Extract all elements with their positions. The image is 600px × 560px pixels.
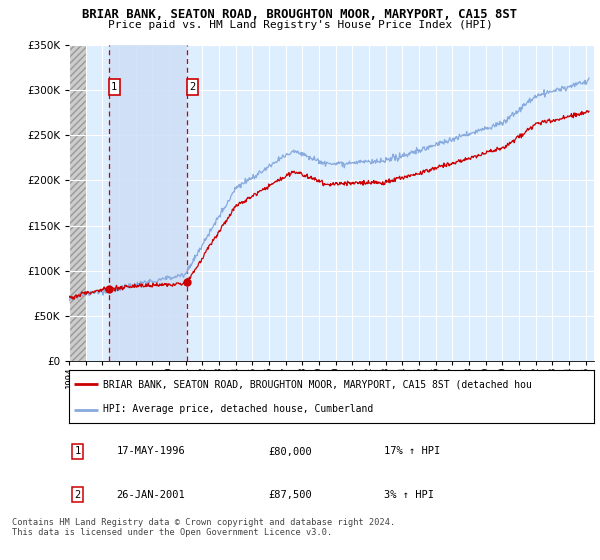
Text: Contains HM Land Registry data © Crown copyright and database right 2024.
This d: Contains HM Land Registry data © Crown c… — [12, 518, 395, 538]
Text: 17-MAY-1996: 17-MAY-1996 — [116, 446, 185, 456]
Text: BRIAR BANK, SEATON ROAD, BROUGHTON MOOR, MARYPORT, CA15 8ST (detached hou: BRIAR BANK, SEATON ROAD, BROUGHTON MOOR,… — [103, 380, 532, 390]
Text: 1: 1 — [111, 82, 118, 92]
Text: £80,000: £80,000 — [269, 446, 312, 456]
Text: 2: 2 — [190, 82, 196, 92]
Text: HPI: Average price, detached house, Cumberland: HPI: Average price, detached house, Cumb… — [103, 404, 373, 414]
Bar — [109, 45, 187, 361]
Text: Price paid vs. HM Land Registry's House Price Index (HPI): Price paid vs. HM Land Registry's House … — [107, 20, 493, 30]
Text: 17% ↑ HPI: 17% ↑ HPI — [384, 446, 440, 456]
Bar — [69, 45, 86, 361]
Text: 2: 2 — [74, 489, 80, 500]
Text: 3% ↑ HPI: 3% ↑ HPI — [384, 489, 434, 500]
Text: 1: 1 — [74, 446, 80, 456]
Text: 26-JAN-2001: 26-JAN-2001 — [116, 489, 185, 500]
Text: £87,500: £87,500 — [269, 489, 312, 500]
Text: BRIAR BANK, SEATON ROAD, BROUGHTON MOOR, MARYPORT, CA15 8ST: BRIAR BANK, SEATON ROAD, BROUGHTON MOOR,… — [82, 8, 518, 21]
